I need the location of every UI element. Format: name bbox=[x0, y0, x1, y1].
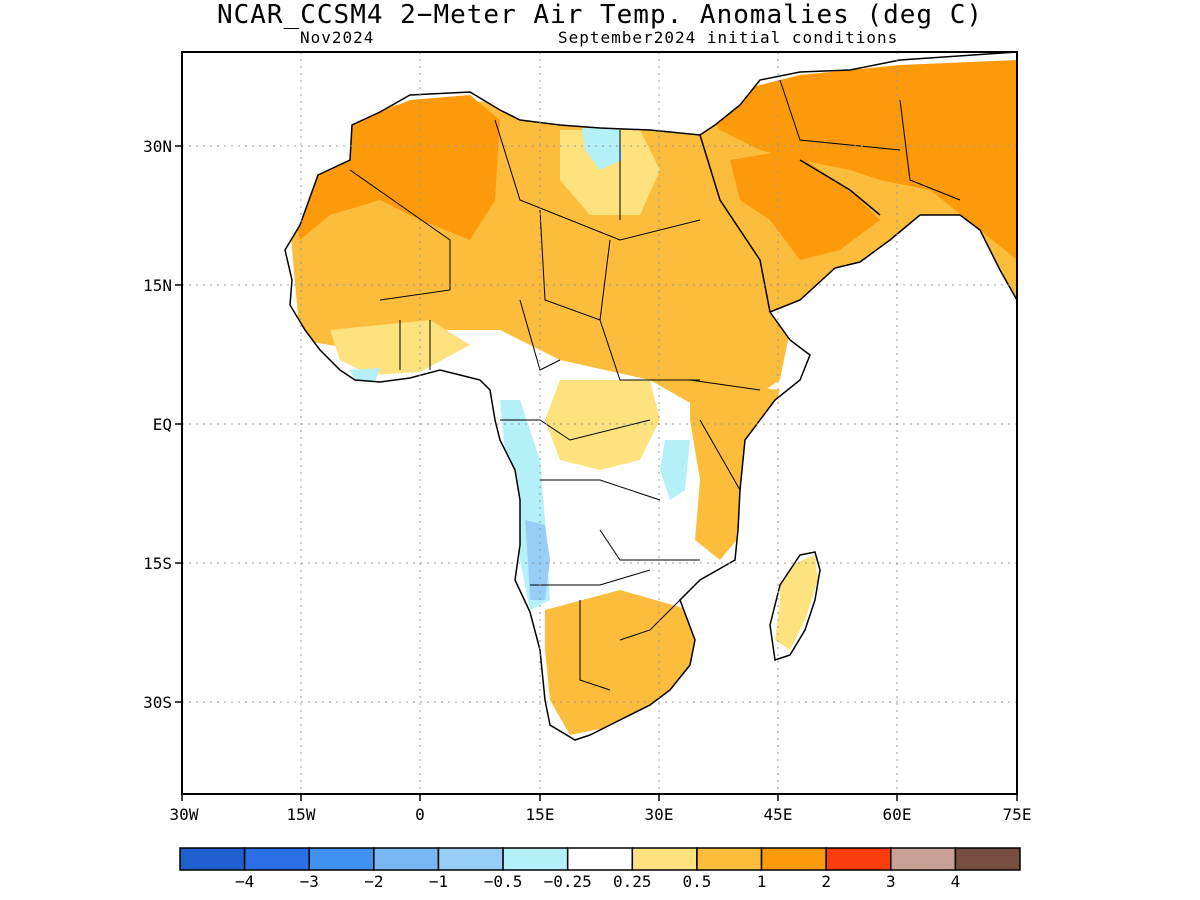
lon-label-75e: 75E bbox=[1003, 805, 1032, 824]
lat-label-30s: 30S bbox=[143, 693, 172, 712]
country-borders bbox=[349, 79, 961, 691]
chart-title: NCAR_CCSM4 2−Meter Air Temp. Anomalies (… bbox=[216, 0, 984, 30]
lon-label-30e: 30E bbox=[645, 805, 674, 824]
lon-label-45e: 45E bbox=[764, 805, 793, 824]
anomaly-great-lakes-cool bbox=[660, 440, 690, 500]
lon-label-60e: 60E bbox=[883, 805, 912, 824]
anomaly-sahara-strong bbox=[290, 95, 500, 240]
colorbar-label: 0.25 bbox=[613, 872, 652, 891]
colorbar-label: 3 bbox=[886, 872, 896, 891]
anomaly-arabia-strong bbox=[700, 60, 1017, 260]
colorbar-label: 1 bbox=[757, 872, 767, 891]
colorbar-swatch bbox=[437, 847, 504, 871]
colorbar-label: −1 bbox=[429, 872, 448, 891]
anomaly-libya-cool bbox=[582, 128, 622, 170]
graticule bbox=[182, 52, 1017, 794]
colorbar-swatch bbox=[373, 847, 440, 871]
colorbar-label: 2 bbox=[821, 872, 831, 891]
colorbar-label: −2 bbox=[364, 872, 383, 891]
colorbar-swatch bbox=[696, 847, 763, 871]
colorbar-swatch bbox=[760, 847, 827, 871]
lon-label-15w: 15W bbox=[287, 805, 316, 824]
colorbar-swatch bbox=[631, 847, 698, 871]
lon-label-0: 0 bbox=[415, 805, 425, 824]
lat-label-30n: 30N bbox=[143, 137, 172, 156]
forecast-month: Nov2024 bbox=[300, 28, 375, 47]
lon-label-30w: 30W bbox=[170, 805, 199, 824]
colorbar-swatch bbox=[243, 847, 310, 871]
colorbar-label: 4 bbox=[951, 872, 961, 891]
lon-label-15e: 15E bbox=[526, 805, 555, 824]
colorbar-swatch bbox=[179, 847, 246, 871]
anomaly-central-light-2 bbox=[560, 130, 660, 215]
tick-marks bbox=[175, 145, 1018, 801]
colorbar-swatch bbox=[954, 847, 1021, 871]
colorbar-label: −0.5 bbox=[484, 872, 523, 891]
lat-label-eq: EQ bbox=[153, 415, 172, 434]
anomaly-arabia-strong-2 bbox=[730, 150, 880, 260]
colorbar-label: −3 bbox=[300, 872, 319, 891]
anomaly-angola-coast-colder bbox=[525, 520, 550, 600]
colorbar-label: 0.5 bbox=[682, 872, 711, 891]
lat-label-15n: 15N bbox=[143, 276, 172, 295]
colorbar-swatch bbox=[566, 847, 634, 871]
colorbar-label: −4 bbox=[235, 872, 254, 891]
lat-label-15s: 15S bbox=[143, 554, 172, 573]
colorbar-label: −0.25 bbox=[544, 872, 592, 891]
colorbar-swatch bbox=[825, 847, 892, 871]
colorbar-swatch bbox=[308, 847, 375, 871]
anomaly-madagascar bbox=[775, 555, 818, 650]
anomaly-central-light bbox=[545, 380, 660, 470]
colorbar-swatch bbox=[890, 847, 957, 871]
anomaly-westafrica-coast-cool bbox=[350, 368, 380, 382]
initial-conditions: September2024 initial conditions bbox=[558, 28, 899, 47]
colorbar-swatch bbox=[502, 847, 569, 871]
plot-frame bbox=[181, 51, 1018, 795]
coastlines bbox=[284, 52, 1017, 741]
